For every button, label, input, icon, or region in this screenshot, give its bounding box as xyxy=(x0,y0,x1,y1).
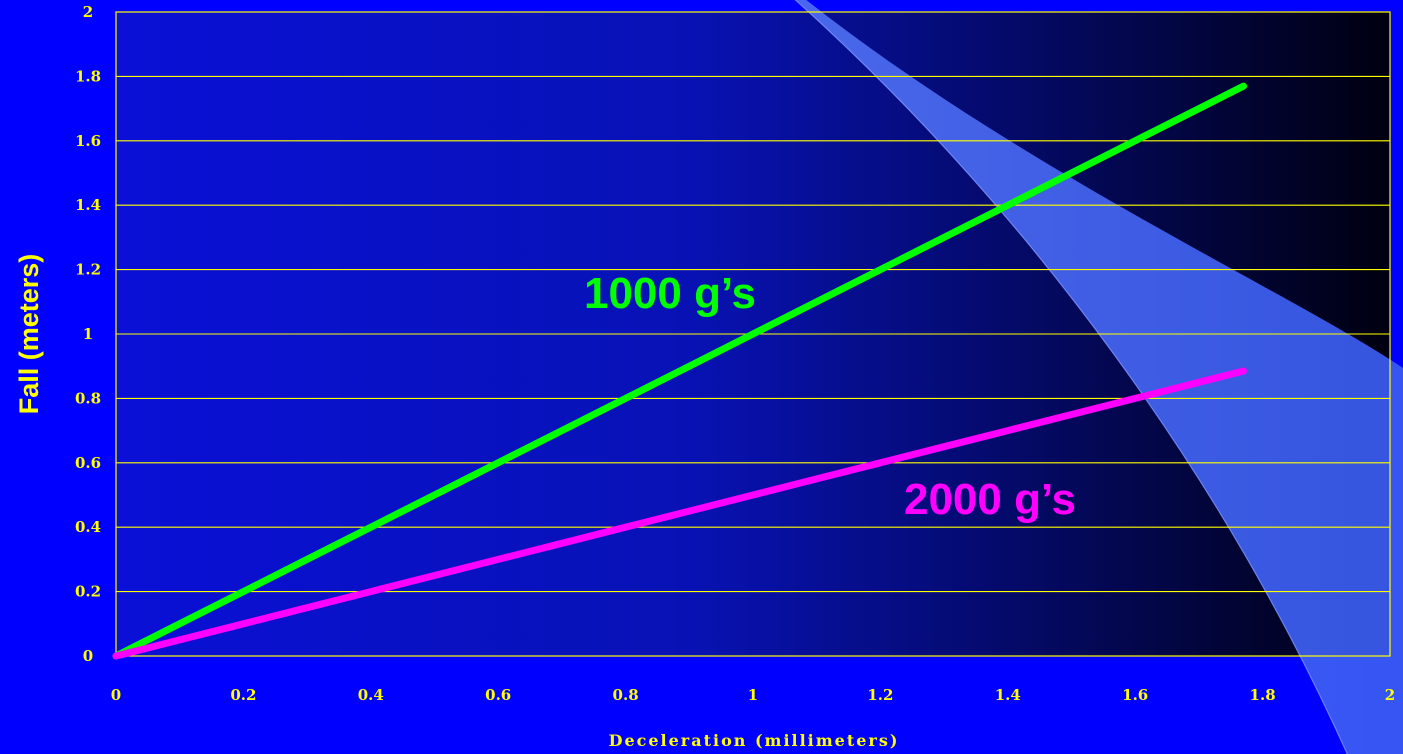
x-tick-label: 0.4 xyxy=(358,686,384,704)
x-tick-label: 1.4 xyxy=(995,686,1021,704)
series-line-1 xyxy=(112,367,1247,660)
x-tick-label: 0 xyxy=(111,686,121,704)
x-tick-label: 1.6 xyxy=(1122,686,1148,704)
x-axis-ticks: 0 0.2 0.4 0.6 0.8 1 1.2 1.4 1.6 1.8 2 xyxy=(111,686,1395,704)
x-axis-label: Deceleration (millimeters) xyxy=(609,731,900,750)
plot-frame xyxy=(115,11,1391,657)
y-axis-label: Fall (meters) xyxy=(14,254,44,415)
y-tick-label: 1.8 xyxy=(75,67,101,85)
y-tick-label: 2 xyxy=(83,3,93,21)
y-tick-label: 1.6 xyxy=(75,132,101,150)
x-tick-label: 1 xyxy=(748,686,758,704)
series-group xyxy=(112,82,1247,660)
y-tick-label: 0.4 xyxy=(75,518,101,536)
y-tick-label: 1.4 xyxy=(75,196,101,214)
series-line-0 xyxy=(112,82,1247,660)
series-label-2000g: 2000 g’s xyxy=(904,475,1076,524)
y-tick-label: 0.8 xyxy=(75,389,101,407)
y-tick-label: 1 xyxy=(83,325,93,343)
x-tick-label: 1.8 xyxy=(1250,686,1276,704)
x-tick-label: 0.8 xyxy=(613,686,639,704)
x-tick-label: 0.2 xyxy=(230,686,256,704)
x-tick-label: 0.6 xyxy=(485,686,511,704)
y-axis-ticks: 0 0.2 0.4 0.6 0.8 1 1.2 1.4 1.6 1.8 2 xyxy=(75,3,101,665)
y-tick-label: 1.2 xyxy=(75,261,101,279)
y-tick-label: 0.6 xyxy=(75,454,101,472)
series-label-1000g: 1000 g’s xyxy=(584,269,756,318)
decorative-swoosh-edge xyxy=(794,0,1348,754)
y-tick-label: 0.2 xyxy=(75,583,101,601)
x-tick-label: 1.2 xyxy=(867,686,893,704)
y-tick-label: 0 xyxy=(83,647,93,665)
x-tick-label: 2 xyxy=(1385,686,1395,704)
